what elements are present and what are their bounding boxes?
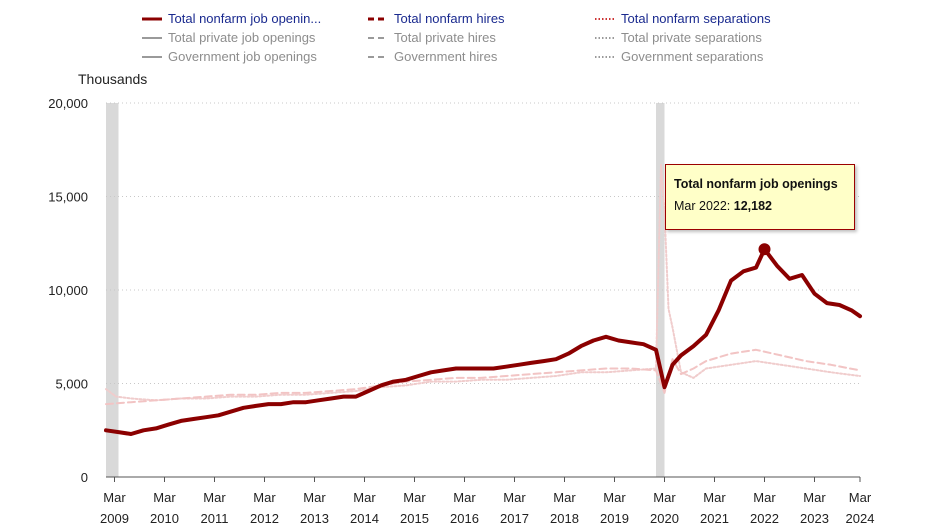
legend-label: Total private hires: [394, 30, 496, 45]
data-tooltip: Total nonfarm job openings Mar 2022: 12,…: [665, 164, 855, 230]
x-tick-label-year: 2016: [450, 511, 479, 523]
x-tick-label-month: Mar: [153, 490, 176, 505]
legend-label: Total nonfarm job openin...: [168, 11, 322, 26]
x-tick-label-year: 2009: [100, 511, 129, 523]
legend-label: Total private job openings: [168, 30, 316, 45]
recession-band: [656, 103, 665, 477]
legend-item-government-hires[interactable]: Government hires: [368, 47, 497, 66]
tooltip-line: Mar 2022: 12,182: [674, 199, 846, 213]
series-lines: [104, 163, 862, 436]
legend-item-total-private-hires[interactable]: Total private hires: [368, 28, 496, 47]
x-tick-label-month: Mar: [103, 490, 126, 505]
dashed-line-icon: [368, 13, 388, 25]
highlight-marker: [758, 243, 771, 256]
x-tick-label-month: Mar: [849, 490, 872, 505]
x-tick-label-year: 2019: [600, 511, 629, 523]
tooltip-value: 12,182: [733, 199, 772, 213]
highlight-point: [758, 243, 771, 256]
solid-line-icon: [142, 51, 162, 63]
recession-band: [106, 103, 119, 477]
x-tick-label-year: 2012: [250, 511, 279, 523]
legend-label: Total nonfarm hires: [394, 11, 505, 26]
legend-label: Government hires: [394, 49, 498, 64]
legend-item-total-nonfarm-hires[interactable]: Total nonfarm hires: [368, 9, 505, 28]
x-tick-label-month: Mar: [253, 490, 276, 505]
y-tick-label: 20,000: [48, 96, 88, 111]
solid-line-icon: [142, 32, 162, 44]
legend-item-total-nonfarm-job-openings[interactable]: Total nonfarm job openin...: [142, 9, 321, 28]
x-tick-label-year: 2018: [550, 511, 579, 523]
tooltip-title: Total nonfarm job openings: [674, 177, 838, 191]
x-tick-label-year: 2024: [846, 511, 875, 523]
y-tick-label: 0: [81, 470, 88, 485]
x-tick-label-month: Mar: [703, 490, 726, 505]
chart-legend: Total nonfarm job openin... Total nonfar…: [0, 0, 931, 70]
x-tick-label-month: Mar: [803, 490, 826, 505]
x-tick-label-year: 2014: [350, 511, 379, 523]
x-tick-label-year: 2015: [400, 511, 429, 523]
x-tick-label-year: 2010: [150, 511, 179, 523]
x-tick-label-month: Mar: [603, 490, 626, 505]
gridlines: [106, 102, 860, 478]
tooltip-date: Mar 2022:: [674, 199, 731, 213]
dashed-line-icon: [368, 32, 388, 44]
y-axis-ticks: 0 5,000 10,000 15,000 20,000: [48, 96, 88, 485]
legend-item-total-private-job-openings[interactable]: Total private job openings: [142, 28, 315, 47]
x-tick-label-year: 2023: [800, 511, 829, 523]
x-tick-label-month: Mar: [403, 490, 426, 505]
legend-item-government-job-openings[interactable]: Government job openings: [142, 47, 317, 66]
x-tick-label-month: Mar: [453, 490, 476, 505]
legend-item-total-private-separations[interactable]: Total private separations: [595, 28, 762, 47]
x-tick-label-month: Mar: [203, 490, 226, 505]
y-tick-label: 15,000: [48, 190, 88, 205]
x-tick-label-year: 2022: [750, 511, 779, 523]
recession-bands: [106, 103, 665, 477]
y-tick-label: 10,000: [48, 283, 88, 298]
series-line-hires: [105, 348, 861, 406]
dashed-line-icon: [368, 51, 388, 63]
x-tick-label-month: Mar: [303, 490, 326, 505]
legend-label: Government job openings: [168, 49, 317, 64]
x-tick-label-year: 2021: [700, 511, 729, 523]
x-tick-label-month: Mar: [503, 490, 526, 505]
legend-label: Government separations: [621, 49, 764, 64]
x-tick-label-year: 2017: [500, 511, 529, 523]
x-tick-label-month: Mar: [553, 490, 576, 505]
x-tick-label-month: Mar: [353, 490, 376, 505]
x-tick-label-month: Mar: [753, 490, 776, 505]
x-tick-label-year: 2011: [201, 511, 229, 523]
series-line-job-openings: [104, 247, 862, 436]
legend-label: Total private separations: [621, 30, 762, 45]
legend-label: Total nonfarm separations: [621, 11, 771, 26]
legend-item-government-separations[interactable]: Government separations: [595, 47, 763, 66]
solid-line-icon: [142, 13, 162, 25]
x-tick-label-year: 2020: [650, 511, 679, 523]
x-tick-label-month: Mar: [653, 490, 676, 505]
x-tick-label-year: 2013: [300, 511, 329, 523]
x-axis-ticks: Mar 2009 Mar 2010 Mar 2011 Mar 2012 Mar 2013 Mar 20…: [100, 477, 874, 523]
y-axis-units-label: Thousands: [78, 71, 148, 87]
y-tick-label: 5,000: [55, 377, 88, 392]
legend-item-total-nonfarm-separations[interactable]: Total nonfarm separations: [595, 9, 771, 28]
series-line-separations: [105, 163, 861, 402]
